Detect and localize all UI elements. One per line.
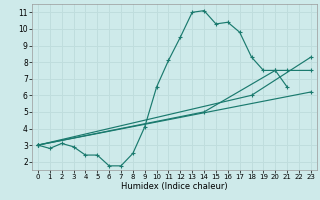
X-axis label: Humidex (Indice chaleur): Humidex (Indice chaleur) [121, 182, 228, 191]
